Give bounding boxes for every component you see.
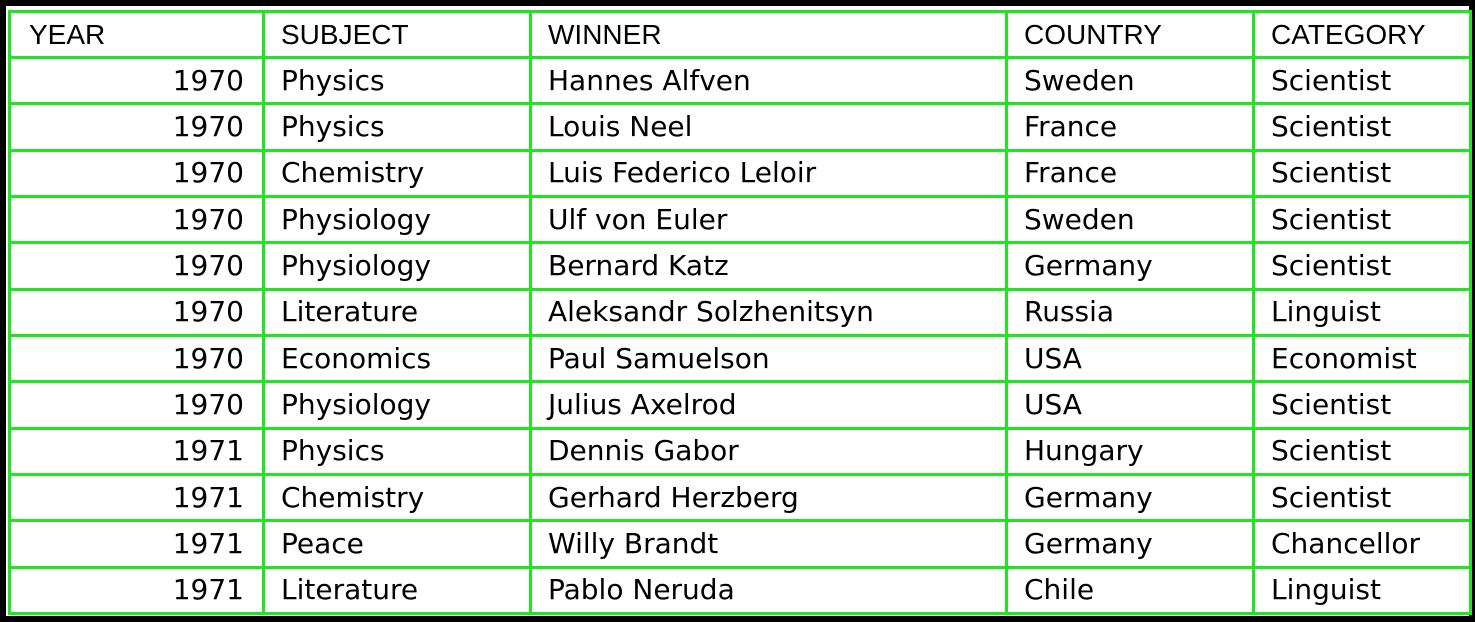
cell-year: 1970 [8, 333, 265, 384]
cell-country: Germany [1005, 519, 1255, 569]
cell-subject: Economics [262, 333, 532, 384]
cell-category: Scientist [1252, 241, 1472, 291]
cell-category: Chancellor [1252, 519, 1472, 569]
cell-category: Linguist [1252, 287, 1472, 337]
table-row: 1970 Physiology Bernard Katz Germany Sci… [8, 241, 1472, 291]
cell-winner: Gerhard Herzberg [529, 472, 1008, 523]
table-row: 1970 Chemistry Luis Federico Leloir Fran… [8, 148, 1472, 198]
cell-category: Economist [1252, 333, 1472, 384]
header-year: YEAR [8, 10, 265, 59]
cell-winner: Julius Axelrod [529, 380, 1008, 430]
table-row: 1971 Physics Dennis Gabor Hungary Scient… [8, 426, 1472, 476]
table-body: 1970 Physics Hannes Alfven Sweden Scient… [8, 55, 1472, 616]
table-row: 1971 Chemistry Gerhard Herzberg Germany … [8, 472, 1472, 523]
table-frame: YEAR SUBJECT WINNER COUNTRY CATEGORY 197… [6, 6, 1472, 616]
cell-year: 1970 [8, 55, 265, 106]
table-row: 1970 Physics Hannes Alfven Sweden Scient… [8, 55, 1472, 106]
cell-country: France [1005, 148, 1255, 198]
header-country: COUNTRY [1005, 10, 1255, 59]
header-subject: SUBJECT [262, 10, 532, 59]
cell-year: 1970 [8, 241, 265, 291]
cell-country: Hungary [1005, 426, 1255, 476]
cell-category: Scientist [1252, 380, 1472, 430]
cell-year: 1970 [8, 102, 265, 152]
cell-winner: Luis Federico Leloir [529, 148, 1008, 198]
cell-category: Scientist [1252, 472, 1472, 523]
header-category: CATEGORY [1252, 10, 1472, 59]
cell-country: Germany [1005, 241, 1255, 291]
cell-subject: Physics [262, 55, 532, 106]
cell-winner: Paul Samuelson [529, 333, 1008, 384]
cell-category: Scientist [1252, 148, 1472, 198]
cell-winner: Aleksandr Solzhenitsyn [529, 287, 1008, 337]
cell-year: 1970 [8, 148, 265, 198]
cell-winner: Dennis Gabor [529, 426, 1008, 476]
table-row: 1970 Literature Aleksandr Solzhenitsyn R… [8, 287, 1472, 337]
cell-subject: Physics [262, 426, 532, 476]
table-row: 1970 Physics Louis Neel France Scientist [8, 102, 1472, 152]
cell-country: Germany [1005, 472, 1255, 523]
cell-country: USA [1005, 380, 1255, 430]
cell-subject: Chemistry [262, 472, 532, 523]
cell-country: Sweden [1005, 194, 1255, 245]
cell-category: Scientist [1252, 55, 1472, 106]
cell-subject: Chemistry [262, 148, 532, 198]
table-row: 1970 Economics Paul Samuelson USA Econom… [8, 333, 1472, 384]
cell-subject: Physiology [262, 241, 532, 291]
cell-category: Scientist [1252, 102, 1472, 152]
cell-year: 1970 [8, 287, 265, 337]
cell-subject: Literature [262, 565, 532, 616]
cell-year: 1970 [8, 380, 265, 430]
cell-subject: Literature [262, 287, 532, 337]
cell-year: 1971 [8, 472, 265, 523]
cell-subject: Peace [262, 519, 532, 569]
cell-category: Linguist [1252, 565, 1472, 616]
cell-subject: Physiology [262, 194, 532, 245]
table-row: 1970 Physiology Ulf von Euler Sweden Sci… [8, 194, 1472, 245]
cell-country: Russia [1005, 287, 1255, 337]
cell-winner: Ulf von Euler [529, 194, 1008, 245]
cell-subject: Physiology [262, 380, 532, 430]
cell-winner: Louis Neel [529, 102, 1008, 152]
cell-category: Scientist [1252, 194, 1472, 245]
cell-winner: Willy Brandt [529, 519, 1008, 569]
nobel-winners-table: YEAR SUBJECT WINNER COUNTRY CATEGORY 197… [8, 10, 1472, 616]
header-winner: WINNER [529, 10, 1008, 59]
cell-year: 1971 [8, 565, 265, 616]
cell-year: 1971 [8, 426, 265, 476]
cell-winner: Hannes Alfven [529, 55, 1008, 106]
cell-country: Chile [1005, 565, 1255, 616]
cell-winner: Pablo Neruda [529, 565, 1008, 616]
cell-country: France [1005, 102, 1255, 152]
table-row: 1971 Peace Willy Brandt Germany Chancell… [8, 519, 1472, 569]
header-row: YEAR SUBJECT WINNER COUNTRY CATEGORY [8, 10, 1472, 59]
cell-category: Scientist [1252, 426, 1472, 476]
cell-year: 1971 [8, 519, 265, 569]
cell-year: 1970 [8, 194, 265, 245]
cell-country: USA [1005, 333, 1255, 384]
table-row: 1970 Physiology Julius Axelrod USA Scien… [8, 380, 1472, 430]
table-row: 1971 Literature Pablo Neruda Chile Lingu… [8, 565, 1472, 616]
cell-country: Sweden [1005, 55, 1255, 106]
cell-winner: Bernard Katz [529, 241, 1008, 291]
cell-subject: Physics [262, 102, 532, 152]
